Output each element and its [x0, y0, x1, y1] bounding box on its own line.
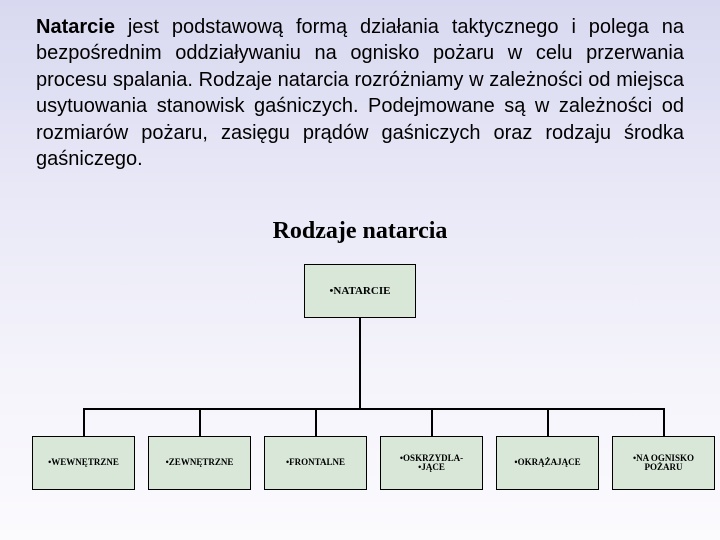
- leaf-label: •OKRĄŻAJĄCE: [514, 458, 580, 467]
- heading-text: Rodzaje natarcia: [273, 218, 448, 244]
- leaf-label: •JĄCE: [418, 463, 445, 472]
- connector-trunk: [359, 318, 361, 410]
- diagram-leaf-1: •ZEWNĘTRZNE: [148, 436, 251, 490]
- intro-paragraph: Natarcie jest podstawową formą działania…: [36, 14, 684, 172]
- lead-word: Natarcie: [36, 16, 115, 38]
- diagram-root-node: •NATARCIE: [304, 264, 416, 318]
- connector-drop-2: [315, 408, 317, 436]
- diagram-leaf-3: •OSKRZYDLA- •JĄCE: [380, 436, 483, 490]
- leaf-label: POŻARU: [645, 463, 683, 472]
- connector-drop-3: [431, 408, 433, 436]
- connector-drop-1: [199, 408, 201, 436]
- diagram-leaf-2: •FRONTALNE: [264, 436, 367, 490]
- paragraph-body: jest podstawową formą działania taktyczn…: [36, 16, 684, 170]
- leaf-label: •FRONTALNE: [286, 458, 345, 467]
- connector-drop-5: [663, 408, 665, 436]
- leaf-label: •ZEWNĘTRZNE: [166, 458, 234, 467]
- diagram-leaf-0: •WEWNĘTRZNE: [32, 436, 135, 490]
- diagram-leaf-4: •OKRĄŻAJĄCE: [496, 436, 599, 490]
- connector-bus: [83, 408, 665, 410]
- leaf-label: •WEWNĘTRZNE: [48, 458, 119, 467]
- connector-drop-0: [83, 408, 85, 436]
- diagram-leaf-5: •NA OGNISKO POŻARU: [612, 436, 715, 490]
- connector-drop-4: [547, 408, 549, 436]
- section-heading: Rodzaje natarcia: [0, 218, 720, 245]
- root-label: •NATARCIE: [330, 285, 391, 297]
